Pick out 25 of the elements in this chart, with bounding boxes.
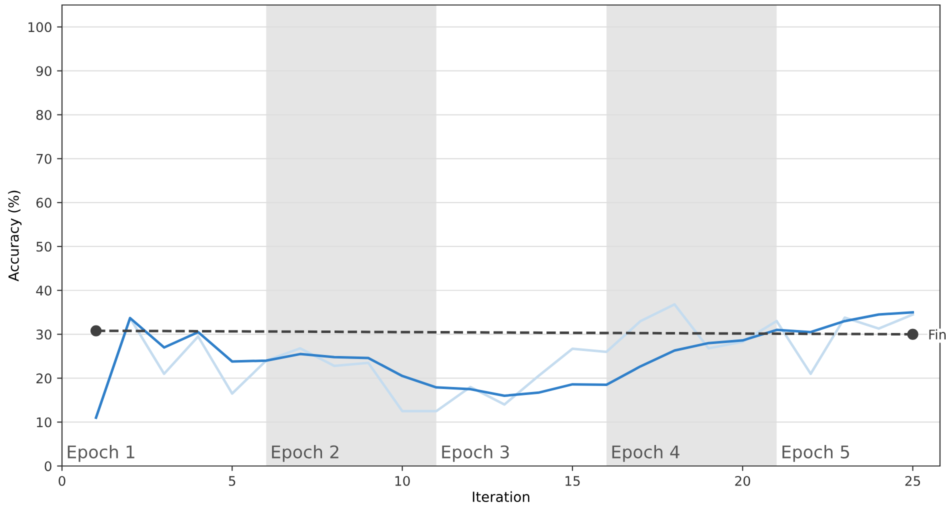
- y-tick-label: 70: [36, 154, 52, 164]
- annotation: Fin: [929, 329, 946, 340]
- x-tick-label: 15: [566, 476, 580, 486]
- y-tick-label: 10: [36, 417, 52, 428]
- x-tick-label: 0: [58, 476, 66, 486]
- y-tick-label: 60: [36, 198, 52, 208]
- annotation: Epoch 3: [442, 445, 509, 462]
- annotation: Epoch 1: [68, 445, 134, 462]
- y-tick-label: 0: [44, 461, 52, 472]
- x-tick-label: 5: [228, 476, 236, 486]
- x-tick-label: 25: [905, 476, 920, 486]
- y-tick-label: 90: [36, 66, 52, 76]
- x-tick-label: 20: [735, 476, 750, 486]
- band-label: Epoch 4: [612, 445, 680, 462]
- y-tick-label: 30: [36, 330, 52, 340]
- y-tick-label: 40: [36, 286, 52, 296]
- annotation: Epoch 5: [782, 445, 850, 462]
- y-axis-title: Accuracy (%): [8, 190, 22, 282]
- x-tick-label: 10: [395, 476, 410, 486]
- band-label: Epoch 2: [272, 445, 338, 462]
- y-tick-label: 20: [36, 373, 52, 384]
- y-tick-label: 80: [36, 110, 52, 120]
- x-axis-title: Iteration: [472, 491, 530, 502]
- y-tick-label: 50: [36, 242, 52, 252]
- y-tick-label: 100: [28, 22, 52, 32]
